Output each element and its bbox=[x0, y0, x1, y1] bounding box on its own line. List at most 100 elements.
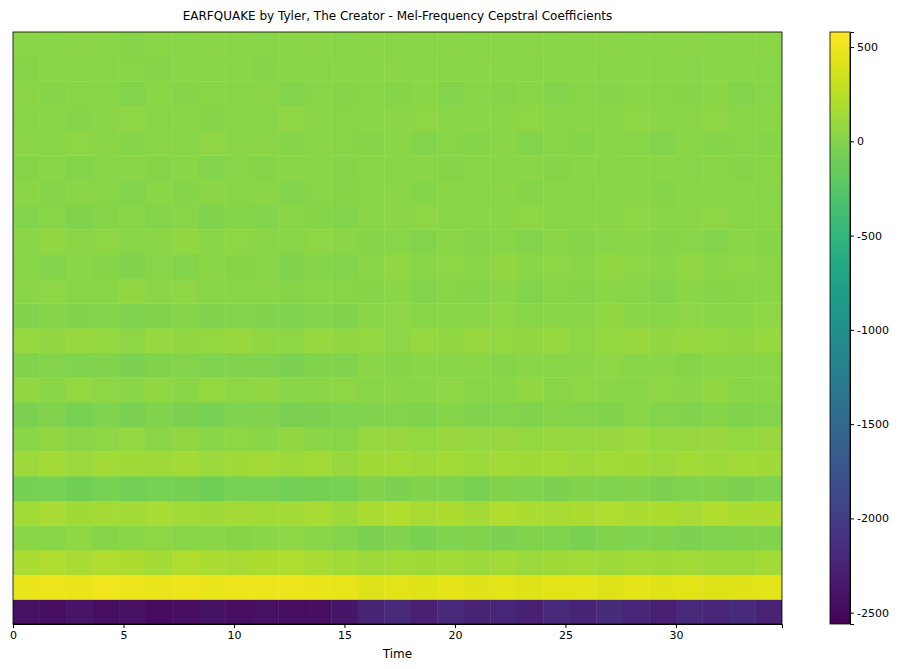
cell bbox=[225, 402, 252, 427]
cell bbox=[93, 205, 120, 230]
cell bbox=[490, 106, 517, 131]
x-tick: 0 bbox=[10, 624, 17, 642]
cell bbox=[119, 377, 146, 402]
cell bbox=[93, 229, 120, 254]
cell bbox=[437, 254, 464, 279]
cell bbox=[649, 525, 676, 550]
cell bbox=[490, 229, 517, 254]
cell bbox=[13, 254, 40, 279]
x-tick-label: 0 bbox=[10, 629, 17, 642]
cell bbox=[729, 303, 756, 328]
cell bbox=[490, 427, 517, 452]
cell bbox=[40, 81, 67, 106]
cell bbox=[66, 377, 93, 402]
cell bbox=[464, 57, 491, 82]
cell bbox=[596, 377, 623, 402]
cell bbox=[278, 106, 305, 131]
cell bbox=[305, 451, 332, 476]
cell bbox=[623, 427, 650, 452]
cell bbox=[543, 525, 570, 550]
cell bbox=[172, 427, 199, 452]
cell bbox=[596, 451, 623, 476]
cell bbox=[252, 353, 279, 378]
cell bbox=[358, 106, 385, 131]
cell bbox=[331, 155, 358, 180]
cell bbox=[755, 229, 782, 254]
cell bbox=[93, 377, 120, 402]
cell bbox=[570, 402, 597, 427]
cell bbox=[93, 575, 120, 600]
x-tick-mark bbox=[344, 624, 345, 628]
cell bbox=[570, 353, 597, 378]
cell bbox=[729, 57, 756, 82]
cell bbox=[358, 131, 385, 156]
cell bbox=[252, 254, 279, 279]
cell bbox=[411, 180, 438, 205]
cell bbox=[278, 131, 305, 156]
cell bbox=[358, 377, 385, 402]
colorbar-tick-mark bbox=[850, 236, 854, 237]
cell bbox=[411, 106, 438, 131]
cell bbox=[172, 353, 199, 378]
cell bbox=[331, 575, 358, 600]
x-tick-mark bbox=[455, 624, 456, 628]
cell bbox=[93, 131, 120, 156]
cell bbox=[411, 57, 438, 82]
cell bbox=[358, 32, 385, 57]
cell bbox=[490, 550, 517, 575]
cell bbox=[649, 575, 676, 600]
cell bbox=[66, 402, 93, 427]
cell bbox=[13, 205, 40, 230]
cell bbox=[490, 525, 517, 550]
cell bbox=[490, 575, 517, 600]
cell bbox=[119, 550, 146, 575]
cell bbox=[437, 501, 464, 526]
cell bbox=[623, 550, 650, 575]
cell bbox=[411, 427, 438, 452]
cell bbox=[755, 81, 782, 106]
x-tick: 15 bbox=[338, 624, 352, 642]
cell bbox=[252, 427, 279, 452]
cell bbox=[172, 599, 199, 624]
cell bbox=[649, 501, 676, 526]
cell bbox=[66, 81, 93, 106]
cell bbox=[702, 427, 729, 452]
cell bbox=[384, 205, 411, 230]
cell bbox=[702, 575, 729, 600]
cell bbox=[331, 180, 358, 205]
cell bbox=[305, 155, 332, 180]
cell bbox=[252, 525, 279, 550]
cell bbox=[252, 32, 279, 57]
cell bbox=[384, 476, 411, 501]
cell bbox=[596, 328, 623, 353]
cell bbox=[199, 254, 226, 279]
cell bbox=[676, 427, 703, 452]
cell bbox=[543, 328, 570, 353]
cell bbox=[623, 451, 650, 476]
cell bbox=[649, 328, 676, 353]
cell bbox=[517, 501, 544, 526]
cell bbox=[570, 328, 597, 353]
cell bbox=[278, 57, 305, 82]
cell bbox=[755, 106, 782, 131]
cell bbox=[278, 575, 305, 600]
cell bbox=[649, 180, 676, 205]
cell bbox=[570, 476, 597, 501]
cell bbox=[649, 254, 676, 279]
cell bbox=[755, 57, 782, 82]
cell bbox=[755, 427, 782, 452]
cell bbox=[13, 303, 40, 328]
cell bbox=[358, 476, 385, 501]
cell bbox=[437, 32, 464, 57]
cell bbox=[40, 205, 67, 230]
cell bbox=[570, 303, 597, 328]
cell bbox=[93, 254, 120, 279]
cell bbox=[623, 575, 650, 600]
cell bbox=[172, 328, 199, 353]
cell bbox=[517, 525, 544, 550]
cell bbox=[623, 476, 650, 501]
cell bbox=[172, 377, 199, 402]
cell bbox=[517, 155, 544, 180]
colorbar-tick: -1000 bbox=[850, 324, 889, 337]
cell bbox=[199, 476, 226, 501]
